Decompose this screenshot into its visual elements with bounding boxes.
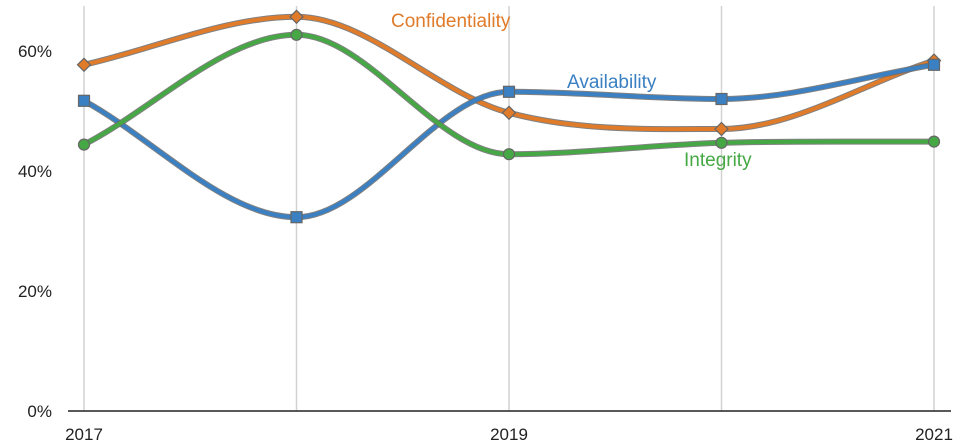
series-label-confidentiality: Confidentiality <box>391 11 511 32</box>
x-tick-label-2017: 2017 <box>65 425 103 444</box>
gridlines <box>83 6 935 411</box>
series-line-integrity <box>82 32 936 157</box>
y-tick-label-20: 20% <box>18 282 52 301</box>
point-confidentiality-2017 <box>76 57 92 73</box>
point-availability-2017 <box>77 94 91 107</box>
point-availability-2019 <box>502 85 516 98</box>
x-tick-label-2021: 2021 <box>915 425 953 444</box>
y-tick-label-40: 40% <box>18 162 52 181</box>
series-labels: Confidentiality Availability Integrity <box>391 11 752 171</box>
point-integrity-2017 <box>77 138 91 151</box>
point-confidentiality-2018 <box>289 9 304 25</box>
x-tick-labels: 2017 2019 2021 <box>65 425 953 444</box>
point-availability-2020 <box>715 92 728 106</box>
point-integrity-2018 <box>290 28 303 41</box>
series-label-availability: Availability <box>567 72 657 93</box>
point-availability-2021 <box>927 58 941 71</box>
point-integrity-2020 <box>715 136 728 149</box>
point-confidentiality-2019 <box>501 105 517 121</box>
series-line-availability <box>82 62 936 220</box>
point-confidentiality-2020 <box>714 121 729 137</box>
y-tick-labels: 0% 20% 40% 60% <box>18 42 52 421</box>
y-tick-label-60: 60% <box>18 42 52 61</box>
y-tick-label-0: 0% <box>27 402 52 421</box>
point-availability-2018 <box>290 211 303 224</box>
point-integrity-2019 <box>502 148 516 161</box>
series-markers <box>76 9 942 224</box>
point-integrity-2021 <box>927 135 941 148</box>
x-tick-label-2019: 2019 <box>490 425 528 444</box>
series-label-integrity: Integrity <box>684 150 752 171</box>
